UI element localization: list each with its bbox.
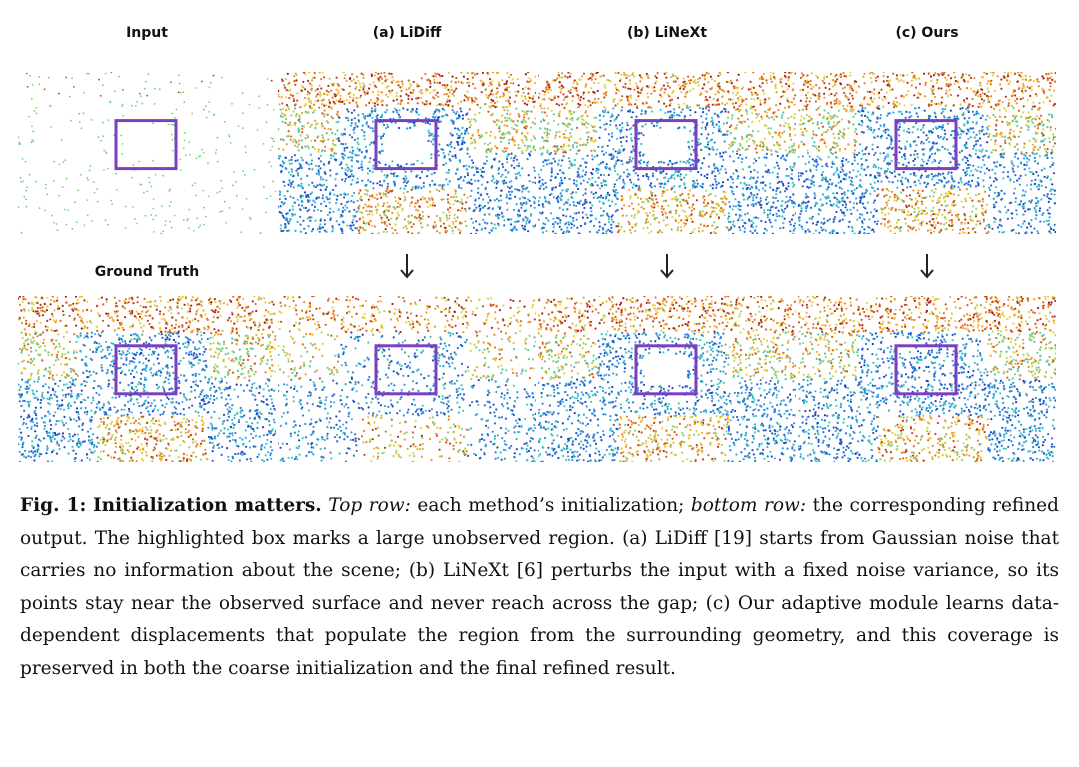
caption-text-1: each method’s initialization;: [410, 495, 691, 516]
caption-top-row-label: Top row:: [328, 495, 411, 516]
down-arrow-icon: [400, 254, 414, 279]
highlight-box: [634, 344, 698, 396]
highlight-box: [894, 119, 958, 171]
point-cloud-render: [18, 72, 276, 234]
panel-input-top: [18, 72, 276, 234]
column-label-linext: (b) LiNeXt: [626, 25, 708, 41]
down-arrow-icon: [920, 254, 934, 279]
point-cloud-render: [18, 296, 276, 462]
panel-ours-top: [798, 72, 1056, 234]
panel-linext-top: [538, 72, 796, 234]
panel-lidiff-refined: [278, 296, 536, 462]
panel-linext-refined: [538, 296, 796, 462]
down-arrow-icon: [660, 254, 674, 279]
ground-truth-label: Ground Truth: [94, 264, 200, 280]
figure-caption: Fig. 1: Initialization matters. Top row:…: [20, 490, 1059, 686]
panel-lidiff-top: [278, 72, 536, 234]
caption-fig-label: Fig. 1:: [20, 495, 87, 516]
highlight-box: [634, 119, 698, 171]
panel-ground-truth: [18, 296, 276, 462]
caption-bottom-row-label: bottom row:: [690, 495, 807, 516]
point-cloud-render: [538, 72, 796, 234]
highlight-box: [114, 119, 178, 171]
point-cloud-render: [798, 296, 1056, 462]
highlight-box: [114, 344, 178, 396]
point-cloud-render: [798, 72, 1056, 234]
highlight-box: [374, 344, 438, 396]
column-label-ours: (c) Ours: [895, 25, 959, 41]
highlight-box: [894, 344, 958, 396]
column-label-lidiff: (a) LiDiff: [372, 25, 442, 41]
point-cloud-render: [538, 296, 796, 462]
panel-ours-refined: [798, 296, 1056, 462]
column-label-input: Input: [126, 25, 168, 41]
caption-title: Initialization matters.: [92, 495, 322, 516]
point-cloud-render: [278, 296, 536, 462]
caption-text-2: the corresponding refined output. The hi…: [20, 495, 1059, 679]
point-cloud-render: [278, 72, 536, 234]
highlight-box: [374, 119, 438, 171]
